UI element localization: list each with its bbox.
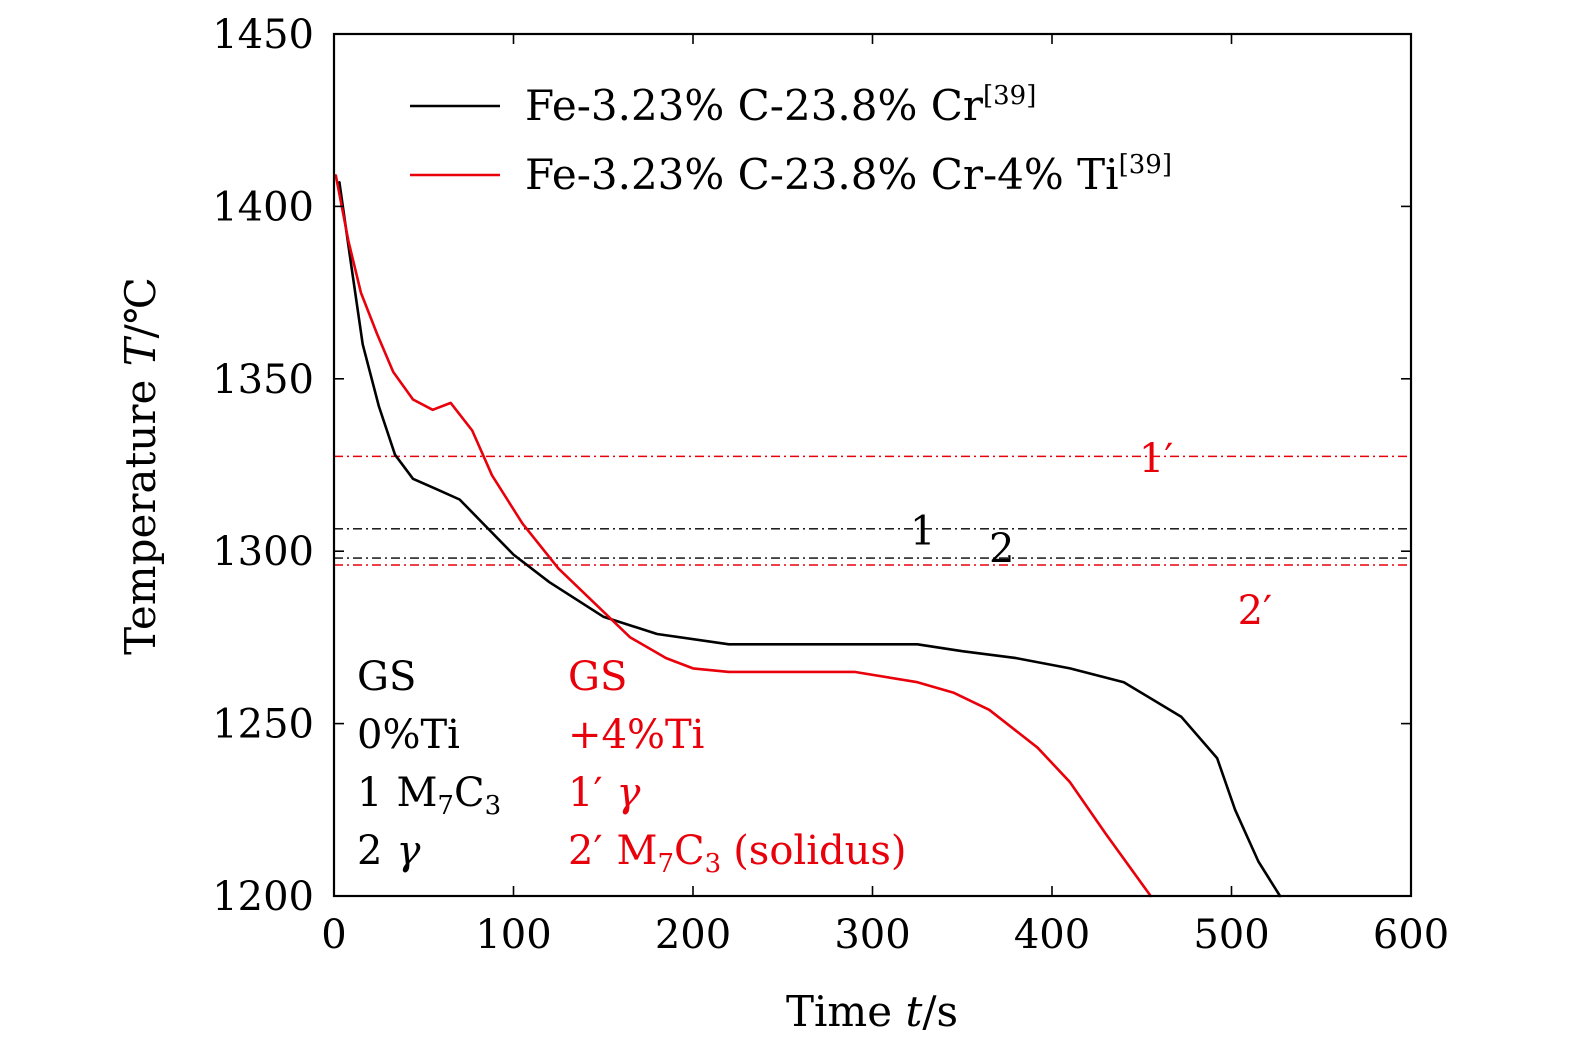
notes-red: GS +4%Ti 1′ γ 2′ M7C3 (solidus) [568,654,907,879]
note-red-gs: GS [568,654,627,700]
ref-label-2: 2 [989,526,1014,572]
reference-lines [334,455,1411,566]
note-black-ti: 0%Ti [357,712,460,758]
x-tick-label-600: 600 [1373,912,1449,958]
note-red-ti: +4%Ti [568,712,704,758]
ref-label-2p: 2′ [1238,588,1273,634]
x-tick-label-500: 500 [1193,912,1269,958]
series-line-0 [338,181,1282,898]
note-black-gs: GS [357,654,416,700]
x-tick-label-400: 400 [1014,912,1090,958]
legend-label-black: Fe-3.23% C-23.8% Cr[39] [525,81,1036,130]
y-tick-label-1450: 1450 [212,12,314,58]
axis-ticks: 0 100 200 300 400 500 600 1200 1250 1300 1350 1400 1… [212,12,1449,958]
y-axis-label: Temperature T/℃ [116,277,165,655]
note-red-phase2: 2′ M7C3 (solidus) [568,828,907,879]
legend-label-red: Fe-3.23% C-23.8% Cr-4% Ti[39] [525,150,1172,199]
x-tick-label-300: 300 [834,912,910,958]
series-line-1 [334,174,1152,898]
y-tick-label-1300: 1300 [212,529,314,575]
y-tick-label-1350: 1350 [212,357,314,403]
ref-label-1p: 1′ [1139,436,1174,482]
reference-labels: 1′ 1 2 2′ [910,436,1272,634]
legend: Fe-3.23% C-23.8% Cr[39] Fe-3.23% C-23.8%… [410,81,1172,199]
ref-label-1: 1 [910,509,935,555]
note-black-phase1: 1 M7C3 [357,770,501,821]
x-tick-label-0: 0 [321,912,346,958]
x-tick-label-200: 200 [655,912,731,958]
note-red-phase1: 1′ γ [568,770,641,816]
series-lines [334,174,1282,898]
y-tick-label-1400: 1400 [212,184,314,230]
y-tick-label-1250: 1250 [212,702,314,748]
x-tick-label-100: 100 [475,912,551,958]
y-tick-label-1200: 1200 [212,874,314,920]
x-axis-label: Time t/s [786,987,958,1036]
